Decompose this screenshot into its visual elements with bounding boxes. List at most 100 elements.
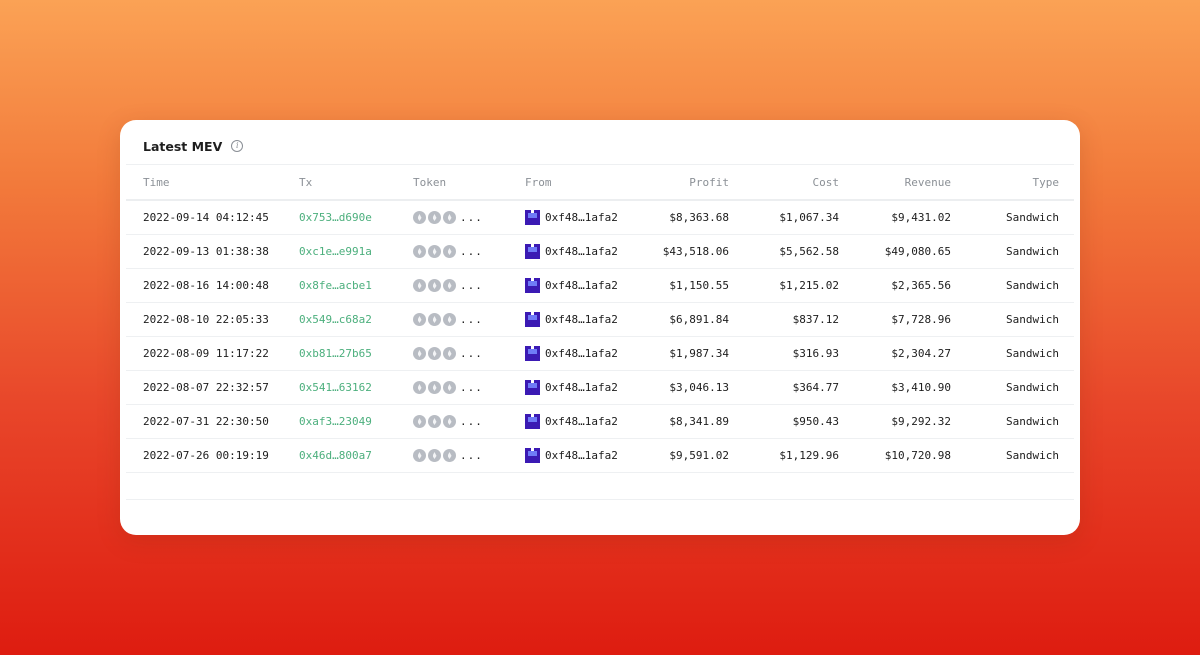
from-address-cell[interactable]: 0xf48…1afa2 xyxy=(525,235,618,268)
profit-cell: $1,150.55 xyxy=(669,279,729,292)
type-cell: Sandwich xyxy=(1006,245,1059,258)
column-header-revenue[interactable]: Revenue xyxy=(904,175,951,189)
token-cell[interactable]: ... xyxy=(413,371,483,404)
tx-hash-link[interactable]: 0xaf3…23049 xyxy=(299,415,372,428)
column-header-type[interactable]: Type xyxy=(1032,175,1060,189)
token-cell[interactable]: ... xyxy=(413,405,483,438)
table-row[interactable]: 2022-08-10 22:05:33 0x549…c68a2 ... 0xf4… xyxy=(126,303,1074,337)
tx-hash-link[interactable]: 0x541…63162 xyxy=(299,381,372,394)
table-row[interactable]: 2022-09-13 01:38:38 0xc1e…e991a ... 0xf4… xyxy=(126,235,1074,269)
address-avatar-icon xyxy=(525,448,540,463)
revenue-cell: $9,431.02 xyxy=(891,211,951,224)
profit-cell: $1,987.34 xyxy=(669,347,729,360)
from-address-cell[interactable]: 0xf48…1afa2 xyxy=(525,269,618,302)
table-footer-divider xyxy=(126,499,1074,500)
table-row[interactable]: 2022-08-16 14:00:48 0x8fe…acbe1 ... 0xf4… xyxy=(126,269,1074,303)
cost-cell: $1,067.34 xyxy=(779,211,839,224)
revenue-cell: $2,304.27 xyxy=(891,347,951,360)
from-address-cell[interactable]: 0xf48…1afa2 xyxy=(525,405,618,438)
from-address-text: 0xf48…1afa2 xyxy=(545,449,618,462)
from-address-cell[interactable]: 0xf48…1afa2 xyxy=(525,201,618,234)
eth-token-icon xyxy=(413,415,426,428)
eth-token-icon xyxy=(413,313,426,326)
cost-cell: $1,215.02 xyxy=(779,279,839,292)
eth-token-icon xyxy=(443,415,456,428)
column-header-tx[interactable]: Tx xyxy=(299,175,313,189)
address-avatar-icon xyxy=(525,278,540,293)
eth-token-icon xyxy=(443,245,456,258)
time-cell: 2022-08-10 22:05:33 xyxy=(143,313,269,326)
tx-hash-link[interactable]: 0xb81…27b65 xyxy=(299,347,372,360)
more-tokens-ellipsis: ... xyxy=(460,449,483,462)
time-cell: 2022-08-07 22:32:57 xyxy=(143,381,269,394)
more-tokens-ellipsis: ... xyxy=(460,313,483,326)
table-row[interactable]: 2022-07-26 00:19:19 0x46d…800a7 ... 0xf4… xyxy=(126,439,1074,473)
address-avatar-icon xyxy=(525,312,540,327)
type-cell: Sandwich xyxy=(1006,279,1059,292)
eth-token-icon xyxy=(413,211,426,224)
eth-token-icon xyxy=(443,381,456,394)
eth-token-icon xyxy=(428,279,441,292)
time-cell: 2022-07-26 00:19:19 xyxy=(143,449,269,462)
eth-token-icon xyxy=(428,347,441,360)
eth-token-icon xyxy=(413,245,426,258)
eth-token-icon xyxy=(428,211,441,224)
cost-cell: $364.77 xyxy=(792,381,839,394)
token-cell[interactable]: ... xyxy=(413,201,483,234)
tx-hash-link[interactable]: 0x549…c68a2 xyxy=(299,313,372,326)
more-tokens-ellipsis: ... xyxy=(460,415,483,428)
eth-token-icon xyxy=(413,449,426,462)
token-cell[interactable]: ... xyxy=(413,439,483,472)
from-address-text: 0xf48…1afa2 xyxy=(545,313,618,326)
cost-cell: $5,562.58 xyxy=(779,245,839,258)
column-header-token[interactable]: Token xyxy=(413,175,447,189)
tx-hash-link[interactable]: 0xc1e…e991a xyxy=(299,245,372,258)
address-avatar-icon xyxy=(525,414,540,429)
info-circle-icon[interactable]: i xyxy=(231,140,244,152)
eth-token-icon xyxy=(428,313,441,326)
from-address-cell[interactable]: 0xf48…1afa2 xyxy=(525,439,618,472)
from-address-text: 0xf48…1afa2 xyxy=(545,245,618,258)
from-address-cell[interactable]: 0xf48…1afa2 xyxy=(525,337,618,370)
eth-token-icon xyxy=(443,347,456,360)
column-header-time[interactable]: Time xyxy=(143,175,170,189)
cost-cell: $837.12 xyxy=(792,313,839,326)
column-header-cost[interactable]: Cost xyxy=(812,175,840,189)
eth-token-icon xyxy=(443,211,456,224)
table-row[interactable]: 2022-08-07 22:32:57 0x541…63162 ... 0xf4… xyxy=(126,371,1074,405)
eth-token-icon xyxy=(443,279,456,292)
token-cell[interactable]: ... xyxy=(413,269,483,302)
profit-cell: $9,591.02 xyxy=(669,449,729,462)
token-cell[interactable]: ... xyxy=(413,337,483,370)
revenue-cell: $7,728.96 xyxy=(891,313,951,326)
more-tokens-ellipsis: ... xyxy=(460,381,483,394)
from-address-text: 0xf48…1afa2 xyxy=(545,347,618,360)
time-cell: 2022-07-31 22:30:50 xyxy=(143,415,269,428)
eth-token-icon xyxy=(428,415,441,428)
table-row[interactable]: 2022-09-14 04:12:45 0x753…d690e ... 0xf4… xyxy=(126,201,1074,235)
token-cell[interactable]: ... xyxy=(413,303,483,336)
revenue-cell: $3,410.90 xyxy=(891,381,951,394)
panel-header: Latest MEV i xyxy=(126,128,1074,165)
from-address-cell[interactable]: 0xf48…1afa2 xyxy=(525,371,618,404)
tx-hash-link[interactable]: 0x753…d690e xyxy=(299,211,372,224)
eth-token-icon xyxy=(413,279,426,292)
latest-mev-panel: Latest MEV i Time Tx Token From Profit C… xyxy=(126,128,1074,529)
address-avatar-icon xyxy=(525,346,540,361)
from-address-text: 0xf48…1afa2 xyxy=(545,415,618,428)
tx-hash-link[interactable]: 0x46d…800a7 xyxy=(299,449,372,462)
column-header-from[interactable]: From xyxy=(525,175,552,189)
token-cell[interactable]: ... xyxy=(413,235,483,268)
table-row[interactable]: 2022-08-09 11:17:22 0xb81…27b65 ... 0xf4… xyxy=(126,337,1074,371)
column-header-profit[interactable]: Profit xyxy=(689,175,729,189)
profit-cell: $8,363.68 xyxy=(669,211,729,224)
tx-hash-link[interactable]: 0x8fe…acbe1 xyxy=(299,279,372,292)
revenue-cell: $49,080.65 xyxy=(884,245,951,258)
table-row[interactable]: 2022-07-31 22:30:50 0xaf3…23049 ... 0xf4… xyxy=(126,405,1074,439)
profit-cell: $43,518.06 xyxy=(662,245,729,258)
type-cell: Sandwich xyxy=(1006,347,1059,360)
revenue-cell: $2,365.56 xyxy=(891,279,951,292)
from-address-cell[interactable]: 0xf48…1afa2 xyxy=(525,303,618,336)
type-cell: Sandwich xyxy=(1006,381,1059,394)
eth-token-icon xyxy=(413,381,426,394)
